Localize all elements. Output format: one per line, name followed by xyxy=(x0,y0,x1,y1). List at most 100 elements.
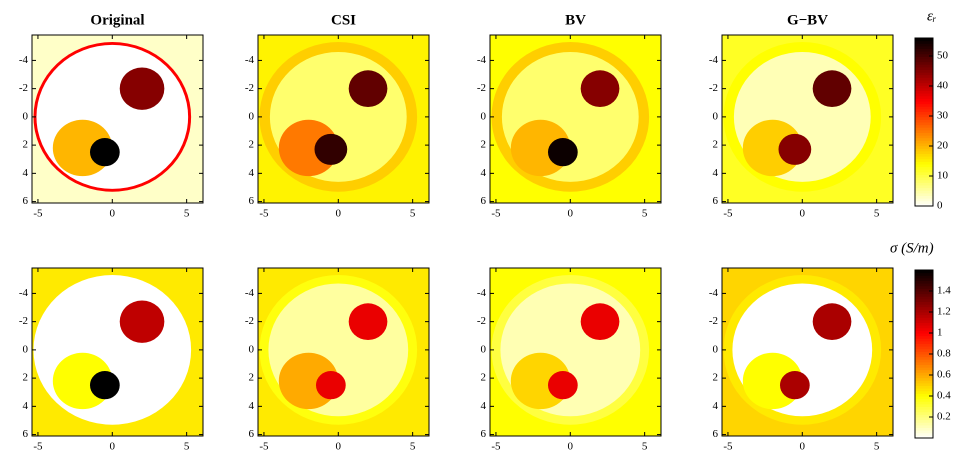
colorbar-strip xyxy=(915,403,933,407)
colorbar-tick-label: 40 xyxy=(937,80,949,92)
colorbar-strip xyxy=(915,377,933,381)
colorbar-strip xyxy=(915,187,933,191)
y-tick-label: -2 xyxy=(245,315,254,327)
y-tick-label: 6 xyxy=(249,428,255,440)
colorbar-tick-label: 0.8 xyxy=(937,348,951,360)
plot-frame xyxy=(489,34,662,204)
region xyxy=(348,70,388,107)
x-tick-label: 5 xyxy=(874,208,880,220)
x-tick-label: 0 xyxy=(110,208,116,220)
y-tick-label: 0 xyxy=(249,110,255,122)
y-tick-label: -4 xyxy=(477,287,487,299)
y-tick-label: -4 xyxy=(19,54,29,66)
colorbar-strip xyxy=(915,396,933,400)
x-tick-label: -5 xyxy=(33,441,43,453)
y-tick-label: -4 xyxy=(477,54,487,66)
plot-frame xyxy=(721,34,894,204)
y-tick-label: 6 xyxy=(23,195,29,207)
colorbar-strip xyxy=(915,411,933,415)
region xyxy=(314,133,348,165)
colorbar-strip xyxy=(915,200,933,204)
colorbar-strip xyxy=(915,283,933,287)
colorbar-strip xyxy=(915,80,933,84)
colorbar-strip xyxy=(915,393,933,397)
colorbar-tick-label: 1.4 xyxy=(937,285,951,297)
colorbar-strip xyxy=(915,406,933,410)
colorbar-tick-label: 0.2 xyxy=(937,411,951,423)
colorbar-strip xyxy=(915,61,933,65)
y-tick-label: 0 xyxy=(23,110,29,122)
colorbar-label: εᵣ xyxy=(927,8,937,24)
colorbar-strip xyxy=(915,330,933,334)
colorbar-strip xyxy=(915,77,933,81)
x-tick-label: -5 xyxy=(723,441,733,453)
colorbar-strip xyxy=(915,106,933,110)
region xyxy=(580,303,620,340)
colorbar-strip xyxy=(915,51,933,55)
colorbar-strip xyxy=(915,382,933,386)
region xyxy=(89,371,120,400)
colorbar-strip xyxy=(915,98,933,102)
colorbar-strip xyxy=(915,150,933,154)
x-tick-label: 5 xyxy=(184,208,190,220)
colorbar-strip xyxy=(915,69,933,73)
y-tick-label: -4 xyxy=(245,54,255,66)
region xyxy=(779,371,810,400)
colorbar-strip xyxy=(915,340,933,344)
colorbar-strip xyxy=(915,185,933,189)
colorbar-strip xyxy=(915,291,933,295)
colorbar-strip xyxy=(915,432,933,436)
colorbar-strip xyxy=(915,158,933,162)
y-tick-label: 2 xyxy=(713,372,719,384)
x-tick-label: 5 xyxy=(642,441,648,453)
y-tick-label: 0 xyxy=(713,343,719,355)
x-tick-label: 0 xyxy=(336,441,342,453)
colorbar-strip xyxy=(915,93,933,97)
region xyxy=(119,67,165,110)
colorbar-strip xyxy=(915,103,933,107)
colorbar-strip xyxy=(915,390,933,394)
y-tick-label: 2 xyxy=(23,372,29,384)
colorbar-tick-label: 1 xyxy=(937,327,943,339)
y-tick-label: 0 xyxy=(713,110,719,122)
colorbar-strip xyxy=(915,277,933,281)
colorbar-strip xyxy=(915,59,933,63)
panel-title: CSI xyxy=(331,12,356,28)
x-tick-label: -5 xyxy=(491,208,501,220)
colorbar-strip xyxy=(915,174,933,178)
y-tick-label: 4 xyxy=(249,167,255,179)
y-tick-label: 4 xyxy=(713,400,719,412)
colorbar-strip xyxy=(915,272,933,276)
colorbar-strip xyxy=(915,85,933,89)
y-tick-label: -2 xyxy=(709,315,718,327)
colorbar-strip xyxy=(915,367,933,371)
colorbar-strip xyxy=(915,74,933,78)
colorbar-strip xyxy=(915,288,933,292)
y-tick-label: 0 xyxy=(23,343,29,355)
colorbar-tick-label: 1.2 xyxy=(937,306,951,318)
colorbar-strip xyxy=(915,101,933,105)
x-tick-label: 0 xyxy=(110,441,116,453)
colorbar-strip xyxy=(915,171,933,175)
colorbar-strip xyxy=(915,327,933,331)
plot-frame xyxy=(31,34,204,204)
colorbar-strip xyxy=(915,153,933,157)
y-tick-label: -2 xyxy=(19,315,28,327)
colorbar-strip xyxy=(915,82,933,86)
y-tick-label: 2 xyxy=(23,139,29,151)
colorbar-strip xyxy=(915,119,933,123)
colorbar-strip xyxy=(915,143,933,147)
x-tick-label: -5 xyxy=(723,208,733,220)
colorbar-tick-label: 50 xyxy=(937,50,949,62)
colorbar-strip xyxy=(915,56,933,60)
colorbar-strip xyxy=(915,422,933,426)
colorbar-strip xyxy=(915,95,933,99)
colorbar-strip xyxy=(915,122,933,126)
colorbar-strip xyxy=(915,45,933,49)
colorbar-strip xyxy=(915,335,933,339)
colorbar-tick-label: 30 xyxy=(937,110,949,122)
colorbar-strip xyxy=(915,351,933,355)
colorbar-strip xyxy=(915,312,933,316)
colorbar-strip xyxy=(915,285,933,289)
colorbar-strip xyxy=(915,380,933,384)
